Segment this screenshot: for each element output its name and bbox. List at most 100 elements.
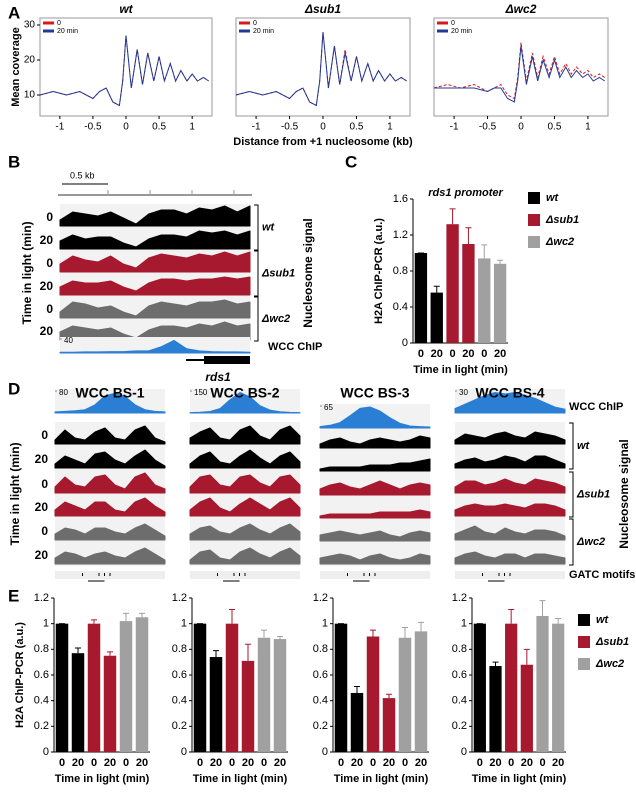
error-bar [492, 661, 499, 667]
track-area [454, 392, 566, 414]
bar [446, 224, 459, 343]
y-axis-label: H2A ChIP-PCR (a.u.) [14, 622, 26, 728]
x-tick-label: 20 [415, 757, 427, 769]
y-axis-label: H2A ChIP-PCR (a.u.) [373, 218, 385, 324]
track-area [189, 497, 301, 517]
x-tick-label: 1 [189, 122, 195, 133]
scale-label: 0.5 kb [70, 170, 95, 180]
bar [71, 653, 85, 752]
group-label: Δsub1 [261, 267, 295, 279]
y-tick-label: 0.8 [393, 265, 408, 277]
legend-swatch [578, 636, 590, 648]
chart-title: Δwc2 [505, 2, 537, 16]
track-area [189, 449, 301, 469]
row-label: 20 [35, 548, 49, 562]
legend-label: 20 min [451, 28, 472, 35]
error-bar [277, 636, 283, 640]
bar [478, 258, 491, 343]
track-area [59, 276, 251, 296]
panel-label: B [8, 152, 20, 171]
legend-label: Δsub1 [595, 636, 629, 648]
track-area [54, 523, 166, 541]
track-area [454, 525, 566, 541]
y-tick-label: 1.6 [393, 193, 408, 205]
x-tick-label: 1 [585, 122, 591, 133]
track-background [320, 426, 430, 566]
bar [489, 666, 502, 752]
error-bar [261, 629, 267, 638]
track-area [59, 299, 251, 319]
y-tick-label: 0.2 [313, 720, 328, 732]
x-tick-label: 20 [351, 757, 363, 769]
group-bracket [569, 422, 574, 470]
y-tick-label: 0.8 [452, 643, 467, 655]
y-tick-label: 0.6 [34, 669, 49, 681]
bar [473, 623, 486, 752]
y-axis-label: Time in light (min) [8, 442, 22, 545]
y-tick-label: 0 [402, 337, 408, 349]
x-tick-label: 0 [123, 122, 129, 133]
x-tick-label: 20 [462, 348, 474, 360]
track-area [454, 551, 566, 565]
y-axis-label: Time in light (min) [20, 221, 34, 324]
x-tick-label: 20 [552, 757, 564, 769]
error-bar [386, 693, 392, 699]
chart-title: WCC BS-1 [75, 385, 144, 401]
track-area [54, 472, 166, 494]
error-bar [465, 227, 472, 244]
error-bar [354, 686, 360, 693]
legend-label: wt [596, 614, 610, 626]
track-area [454, 431, 566, 445]
bar [382, 698, 396, 752]
bar [366, 636, 380, 752]
x-tick-label: 0 [91, 757, 97, 769]
legend-label: 0 [451, 20, 455, 27]
series-line [235, 31, 407, 107]
y-tick-label: 1.2 [452, 592, 467, 604]
error-bar [481, 244, 488, 259]
row-label: 0 [46, 256, 53, 270]
x-tick-label: -1 [55, 122, 64, 133]
x-tick-label: 0 [261, 757, 267, 769]
legend-label: 20 min [57, 28, 78, 35]
track-background [190, 422, 300, 566]
x-tick-label: 0 [197, 757, 203, 769]
x-tick-label: 0 [402, 757, 408, 769]
group-bracket [254, 296, 259, 342]
x-tick-label: 20 [242, 757, 254, 769]
error-bar [139, 612, 145, 618]
x-tick-label: 0 [477, 757, 483, 769]
bar [520, 664, 533, 752]
chart-title: WCC BS-3 [340, 385, 409, 401]
x-tick-label: 0 [450, 348, 456, 360]
group-label: Δsub1 [576, 488, 610, 500]
x-axis-label: Time in light (min) [472, 773, 567, 785]
track-area [319, 509, 431, 519]
error-bar [433, 285, 440, 293]
x-tick-label: 20 [210, 757, 222, 769]
y-tick-label: 0.8 [172, 643, 187, 655]
x-tick-label: 20 [494, 348, 506, 360]
error-bar [370, 629, 376, 637]
x-tick-label: 0.5 [548, 122, 562, 133]
legend-label: 0 [253, 20, 257, 27]
legend-label: Δwc2 [595, 658, 624, 670]
track-area [189, 392, 301, 414]
group-bracket [254, 204, 259, 251]
legend-label: 0 [57, 20, 61, 27]
error-bar [555, 618, 562, 624]
track-area [54, 449, 166, 469]
bar [493, 263, 507, 343]
chart-title: wt [119, 2, 133, 16]
y-tick-label: 1 [43, 618, 49, 630]
bar [135, 617, 149, 752]
x-tick-label: -1 [252, 122, 261, 133]
error-bar [91, 619, 97, 624]
x-tick-label: 0 [123, 757, 129, 769]
track-area [59, 321, 251, 341]
error-bar [245, 643, 251, 661]
track-area [319, 458, 431, 472]
y-tick-label: 0.8 [313, 643, 328, 655]
row-label: 20 [35, 452, 49, 466]
